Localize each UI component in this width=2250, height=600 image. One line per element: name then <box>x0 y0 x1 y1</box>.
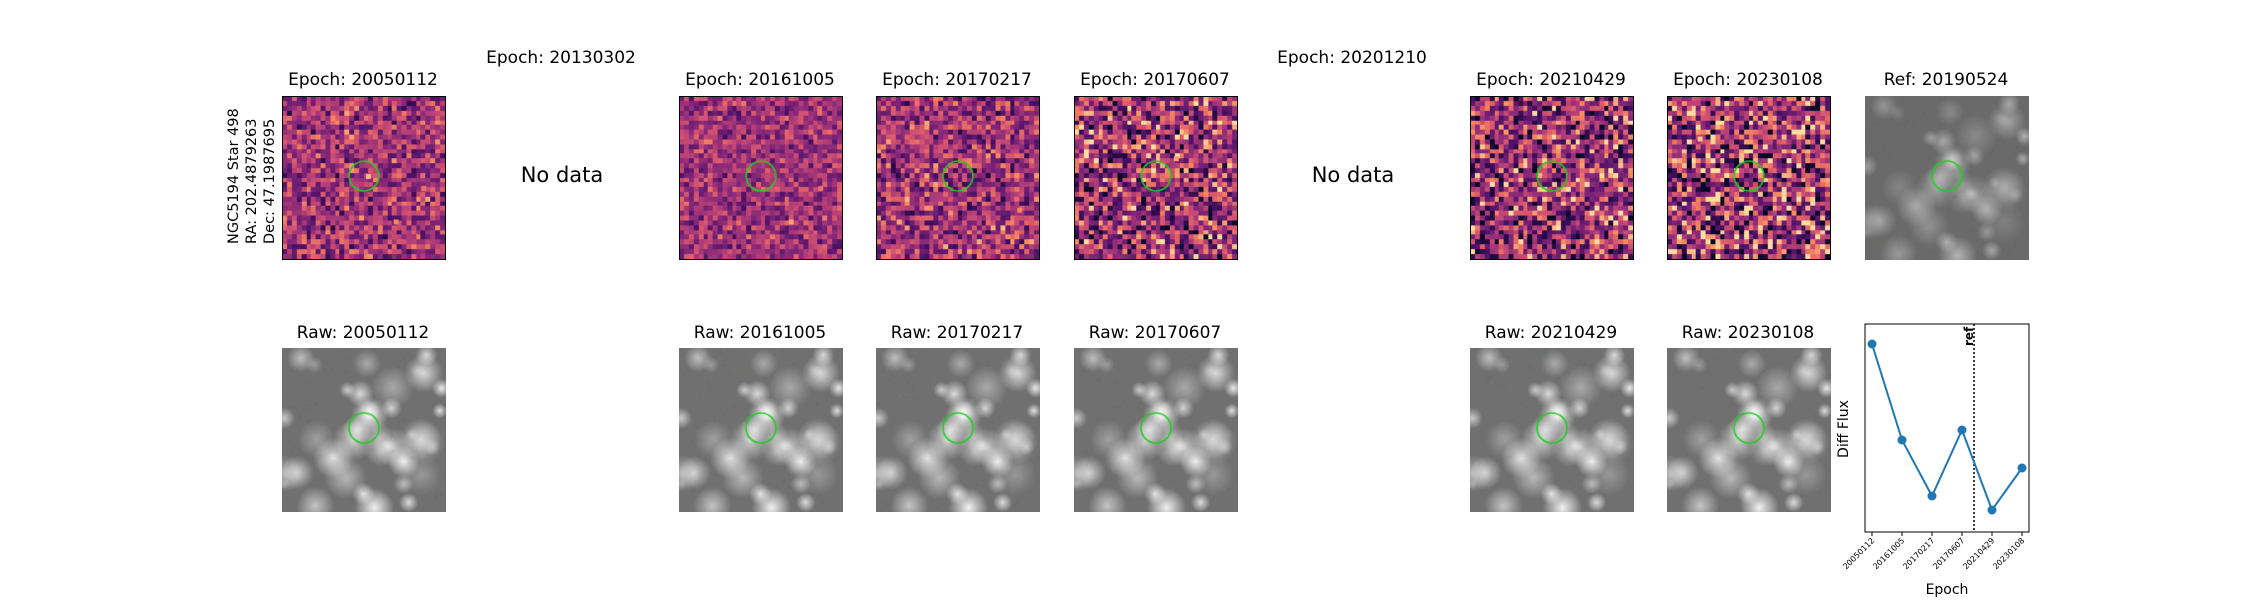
data-point <box>1988 506 1997 515</box>
data-point <box>1958 426 1967 435</box>
no-data-text: No data <box>462 163 662 187</box>
raw-image <box>1470 348 1634 512</box>
star-dec: Dec: 47.1987695 <box>262 119 278 244</box>
raw-image <box>1074 348 1238 512</box>
raw-image <box>1667 348 1831 512</box>
panel-title: Epoch: 20130302 <box>431 48 691 68</box>
data-point <box>1928 492 1937 501</box>
panel-title: Epoch: 20050112 <box>233 70 493 90</box>
y-axis-label: Diff Flux <box>1836 400 1852 458</box>
panel-title: Raw: 20050112 <box>233 323 493 343</box>
panel-title: Epoch: 20170607 <box>1025 70 1285 90</box>
raw-image <box>282 348 446 512</box>
raw-image <box>679 348 843 512</box>
diff-image <box>1667 96 1831 260</box>
panel-title: Ref: 20190524 <box>1816 70 2076 90</box>
ref-line-label: ref <box>1962 326 1976 346</box>
series-line <box>1872 344 2022 510</box>
data-point <box>1898 436 1907 445</box>
diff-image <box>876 96 1040 260</box>
no-data-text: No data <box>1253 163 1453 187</box>
star-ra: RA: 202.4879263 <box>244 118 260 244</box>
data-point <box>1868 340 1877 349</box>
x-axis-label: Epoch <box>1926 582 1969 598</box>
diff-image <box>1074 96 1238 260</box>
data-point <box>2018 464 2027 473</box>
panel-title: Epoch: 20201210 <box>1222 48 1482 68</box>
x-tick-label: 20230108 <box>1991 536 2026 571</box>
light-curve-chart: ref2005011220161005201702172017060720210… <box>1820 318 2050 600</box>
raw-image <box>876 348 1040 512</box>
plot-frame <box>1865 324 2029 532</box>
diff-image <box>679 96 843 260</box>
diff-image <box>282 96 446 260</box>
star-name: NGC5194 Star 498 <box>226 108 242 244</box>
panel-title: Raw: 20170607 <box>1025 323 1285 343</box>
diff-image <box>1470 96 1634 260</box>
reference-image <box>1865 96 2029 260</box>
